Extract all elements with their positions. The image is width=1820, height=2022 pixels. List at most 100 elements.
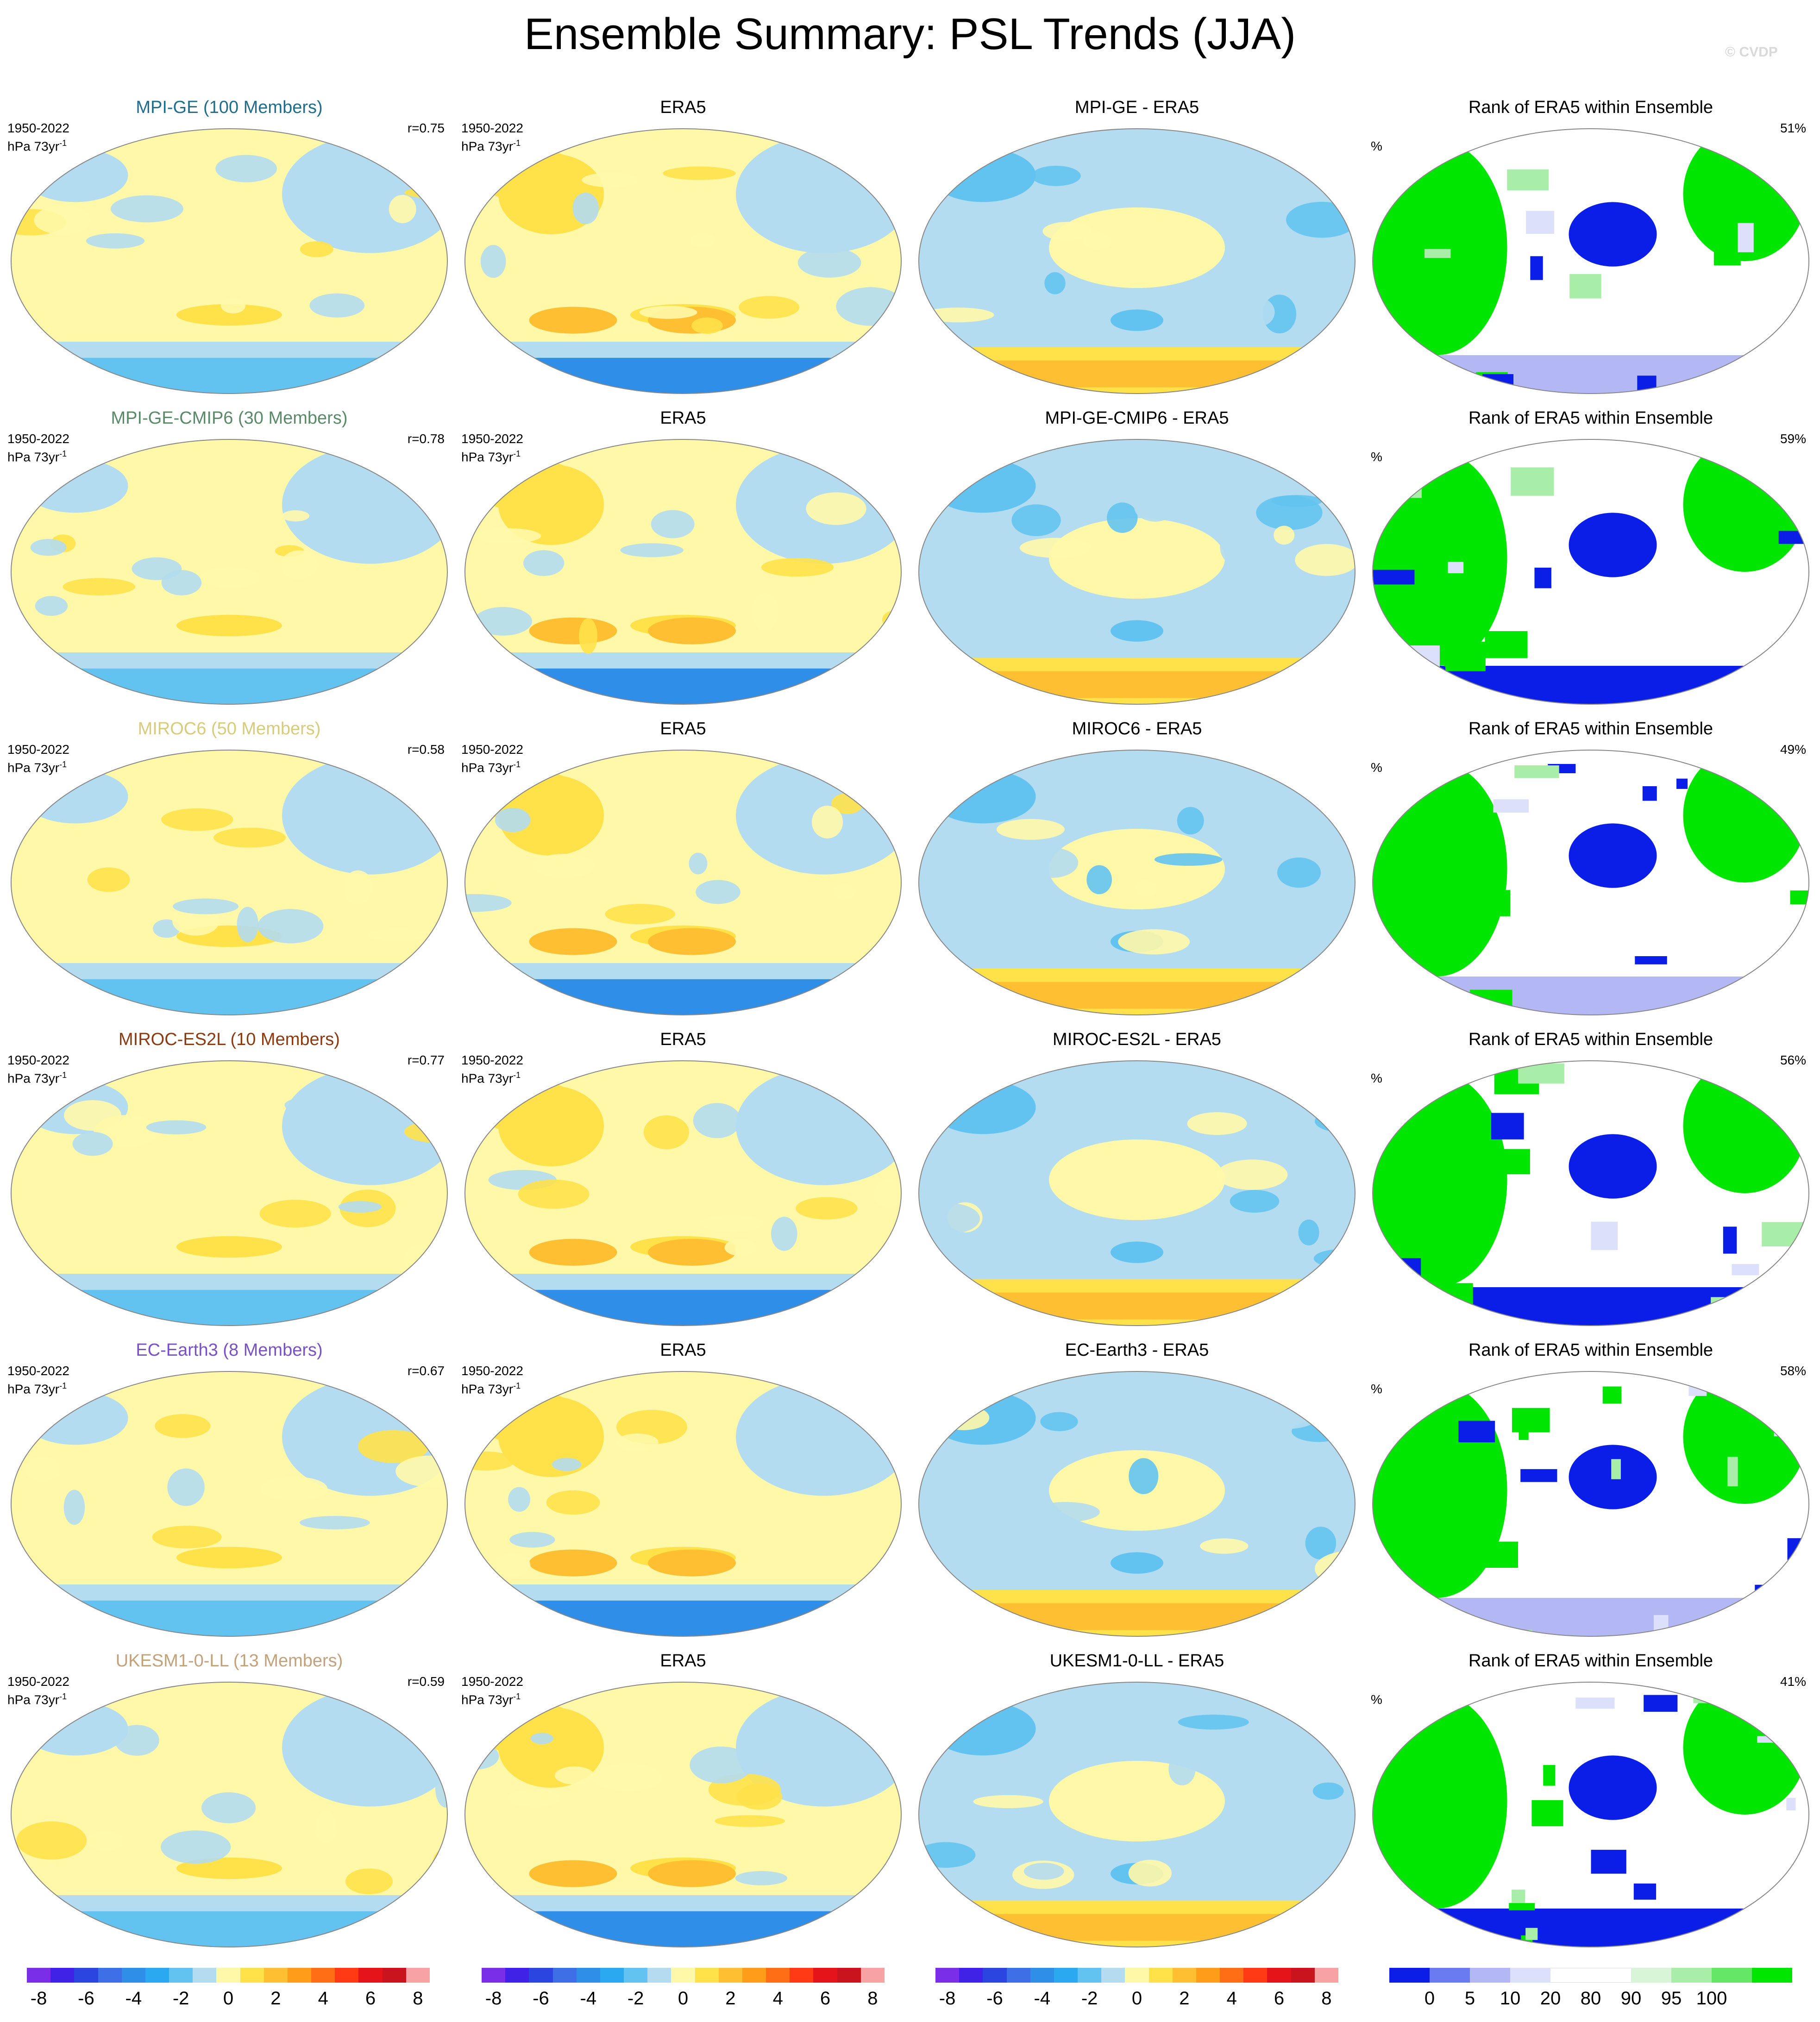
period-units-label: 1950-2022 hPa 73yr-1: [7, 120, 69, 154]
units-text: hPa 73yr: [7, 760, 60, 775]
panel-title: ERA5: [660, 1340, 706, 1360]
panel-rank: Rank of ERA5 within Ensemble 56%%: [1362, 1029, 1820, 1340]
colorbar-swatch: [695, 1968, 719, 1983]
colorbar-swatch: [1006, 1968, 1030, 1983]
panel-obs: ERA5 1950-2022 hPa 73yr-1: [454, 1651, 912, 1961]
panel-title: Rank of ERA5 within Ensemble: [1468, 98, 1713, 117]
units-text: hPa 73yr: [461, 1071, 514, 1086]
globe-map: [918, 1682, 1356, 1947]
colorbar-swatch: [1389, 1968, 1430, 1983]
units-label: hPa 73yr-1: [7, 757, 69, 775]
colorbar-swatch: [813, 1968, 837, 1983]
panel-rank: Rank of ERA5 within Ensemble 58%%: [1362, 1340, 1820, 1651]
units-exponent: -1: [513, 1381, 521, 1390]
period-label: 1950-2022: [7, 432, 69, 446]
panel-obs: ERA5 1950-2022 hPa 73yr-1: [454, 97, 912, 408]
rank-unit-label: %: [1371, 760, 1382, 775]
pattern-correlation: r=0.59: [407, 1674, 445, 1689]
colorbar-swatch: [50, 1968, 75, 1983]
globe-map: [11, 439, 448, 705]
units-exponent: -1: [513, 449, 521, 458]
colorbar-tick-label: 20: [1540, 1988, 1561, 2009]
colorbar-swatch: [1030, 1968, 1054, 1983]
units-text: hPa 73yr: [461, 1382, 514, 1396]
colorbar-tick-label: 8: [867, 1988, 878, 2009]
globe-map: [918, 1371, 1356, 1637]
globe-map: [1372, 439, 1809, 705]
colorbar-tick-label: 6: [820, 1988, 831, 2009]
colorbar-tick-label: -4: [125, 1988, 142, 2009]
pattern-correlation: r=0.75: [407, 121, 445, 135]
panel-rank: Rank of ERA5 within Ensemble 41%%: [1362, 1651, 1820, 1961]
colorbar-swatch: [935, 1968, 960, 1983]
panel-title: ERA5: [660, 719, 706, 739]
panel-title: UKESM1-0-LL (13 Members): [115, 1651, 343, 1671]
period-label: 1950-2022: [7, 1364, 69, 1378]
colorbar-tick-label: -4: [1034, 1988, 1051, 2009]
period-label: 1950-2022: [461, 1364, 523, 1378]
panel-title: Rank of ERA5 within Ensemble: [1468, 408, 1713, 428]
globe-map: [464, 1371, 902, 1637]
colorbar-swatch: [1631, 1968, 1671, 1983]
period-units-label: 1950-2022 hPa 73yr-1: [7, 742, 69, 775]
rank-percentage: 49%: [1780, 742, 1806, 757]
rank-unit-label: %: [1371, 139, 1382, 153]
colorbar-swatch: [169, 1968, 193, 1983]
panel-title: MPI-GE-CMIP6 - ERA5: [1045, 408, 1229, 428]
panel-model: MPI-GE-CMIP6 (30 Members) 1950-2022 hPa 73…: [0, 408, 458, 719]
colorbar-swatch: [145, 1968, 169, 1983]
period-units-label: 1950-2022 hPa 73yr-1: [7, 1052, 69, 1086]
colorbar-swatch: [193, 1968, 217, 1983]
units-text: hPa 73yr: [461, 1692, 514, 1707]
colorbar-swatch: [1430, 1968, 1470, 1983]
colorbar-swatch: [671, 1968, 695, 1983]
globe-map: [464, 128, 902, 394]
colorbar-swatch: [959, 1968, 983, 1983]
colorbar-swatch: [1267, 1968, 1291, 1983]
panel-diff: UKESM1-0-LL - ERA5: [908, 1651, 1366, 1961]
colorbar-tick-label: 2: [270, 1988, 281, 2009]
colorbar-swatch: [1752, 1968, 1792, 1983]
panel-obs: ERA5 1950-2022 hPa 73yr-1: [454, 1029, 912, 1340]
globe-map: [11, 750, 448, 1015]
period-units-label: 1950-2022 hPa 73yr-1: [7, 1363, 69, 1396]
colorbar-tick-label: 0: [1424, 1988, 1435, 2009]
panel-diff: MPI-GE - ERA5: [908, 97, 1366, 408]
units-text: hPa 73yr: [7, 1382, 60, 1396]
colorbar-tick-label: 2: [725, 1988, 736, 2009]
period-label: 1950-2022: [461, 1053, 523, 1067]
colorbar-swatch: [406, 1968, 430, 1983]
panel-diff: EC-Earth3 - ERA5: [908, 1340, 1366, 1651]
colorbar-swatch: [1172, 1968, 1196, 1983]
units-text: hPa 73yr: [461, 139, 514, 154]
colorbar-swatch: [766, 1968, 790, 1983]
period-units-label: 1950-2022 hPa 73yr-1: [461, 1674, 523, 1707]
colorbar-swatch: [1712, 1968, 1752, 1983]
panel-model: EC-Earth3 (8 Members) 1950-2022 hPa 73yr-1…: [0, 1340, 458, 1651]
panel-title: MPI-GE - ERA5: [1074, 98, 1199, 117]
colorbar-difference: -8 -6 -4 -2 0 2 4 6 8: [935, 1968, 1338, 2014]
units-exponent: -1: [513, 1692, 521, 1701]
units-text: hPa 73yr: [7, 1692, 60, 1707]
pattern-correlation: r=0.77: [407, 1053, 445, 1067]
panel-model: MPI-GE (100 Members) 1950-2022 hPa 73yr-1 r…: [0, 97, 458, 408]
colorbar-swatch: [1101, 1968, 1125, 1983]
colorbar-tick-label: 8: [1321, 1988, 1332, 2009]
panel-diff: MIROC6 - ERA5: [908, 719, 1366, 1029]
panel-obs: ERA5 1950-2022 hPa 73yr-1: [454, 408, 912, 719]
colorbar-tick-label: 95: [1661, 1988, 1682, 2009]
colorbar-tick-label: 6: [1274, 1988, 1285, 2009]
pattern-correlation: r=0.78: [407, 432, 445, 446]
colorbar-tick-label: -2: [1081, 1988, 1098, 2009]
globe-map: [11, 128, 448, 394]
panel-title: ERA5: [660, 1030, 706, 1049]
rank-unit-label: %: [1371, 1071, 1382, 1085]
colorbar-swatch: [1470, 1968, 1510, 1983]
rank-percentage: 58%: [1780, 1364, 1806, 1378]
units-label: hPa 73yr-1: [7, 136, 69, 154]
panel-rank: Rank of ERA5 within Ensemble 59%%: [1362, 408, 1820, 719]
colorbar-tick-label: -8: [485, 1988, 502, 2009]
colorbar-tick-label: 0: [223, 1988, 234, 2009]
period-label: 1950-2022: [461, 1674, 523, 1689]
globe-map: [11, 1371, 448, 1637]
